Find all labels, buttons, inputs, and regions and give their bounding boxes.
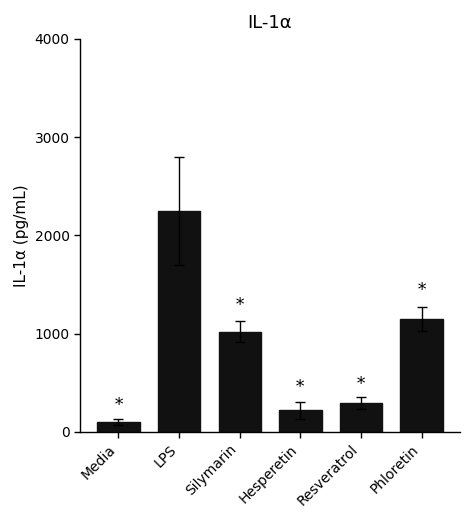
Text: *: * (236, 296, 244, 314)
Bar (340, 404, 382, 432)
Text: *: * (357, 376, 365, 393)
Bar (279, 410, 321, 432)
Text: *: * (114, 397, 123, 413)
Bar (219, 331, 261, 432)
Text: *: * (296, 379, 304, 396)
Bar (97, 422, 140, 432)
Text: *: * (418, 282, 426, 299)
Bar (401, 319, 443, 432)
Title: IL-1α: IL-1α (248, 14, 292, 32)
Y-axis label: IL-1α (pg/mL): IL-1α (pg/mL) (14, 184, 29, 287)
Bar (158, 211, 201, 432)
